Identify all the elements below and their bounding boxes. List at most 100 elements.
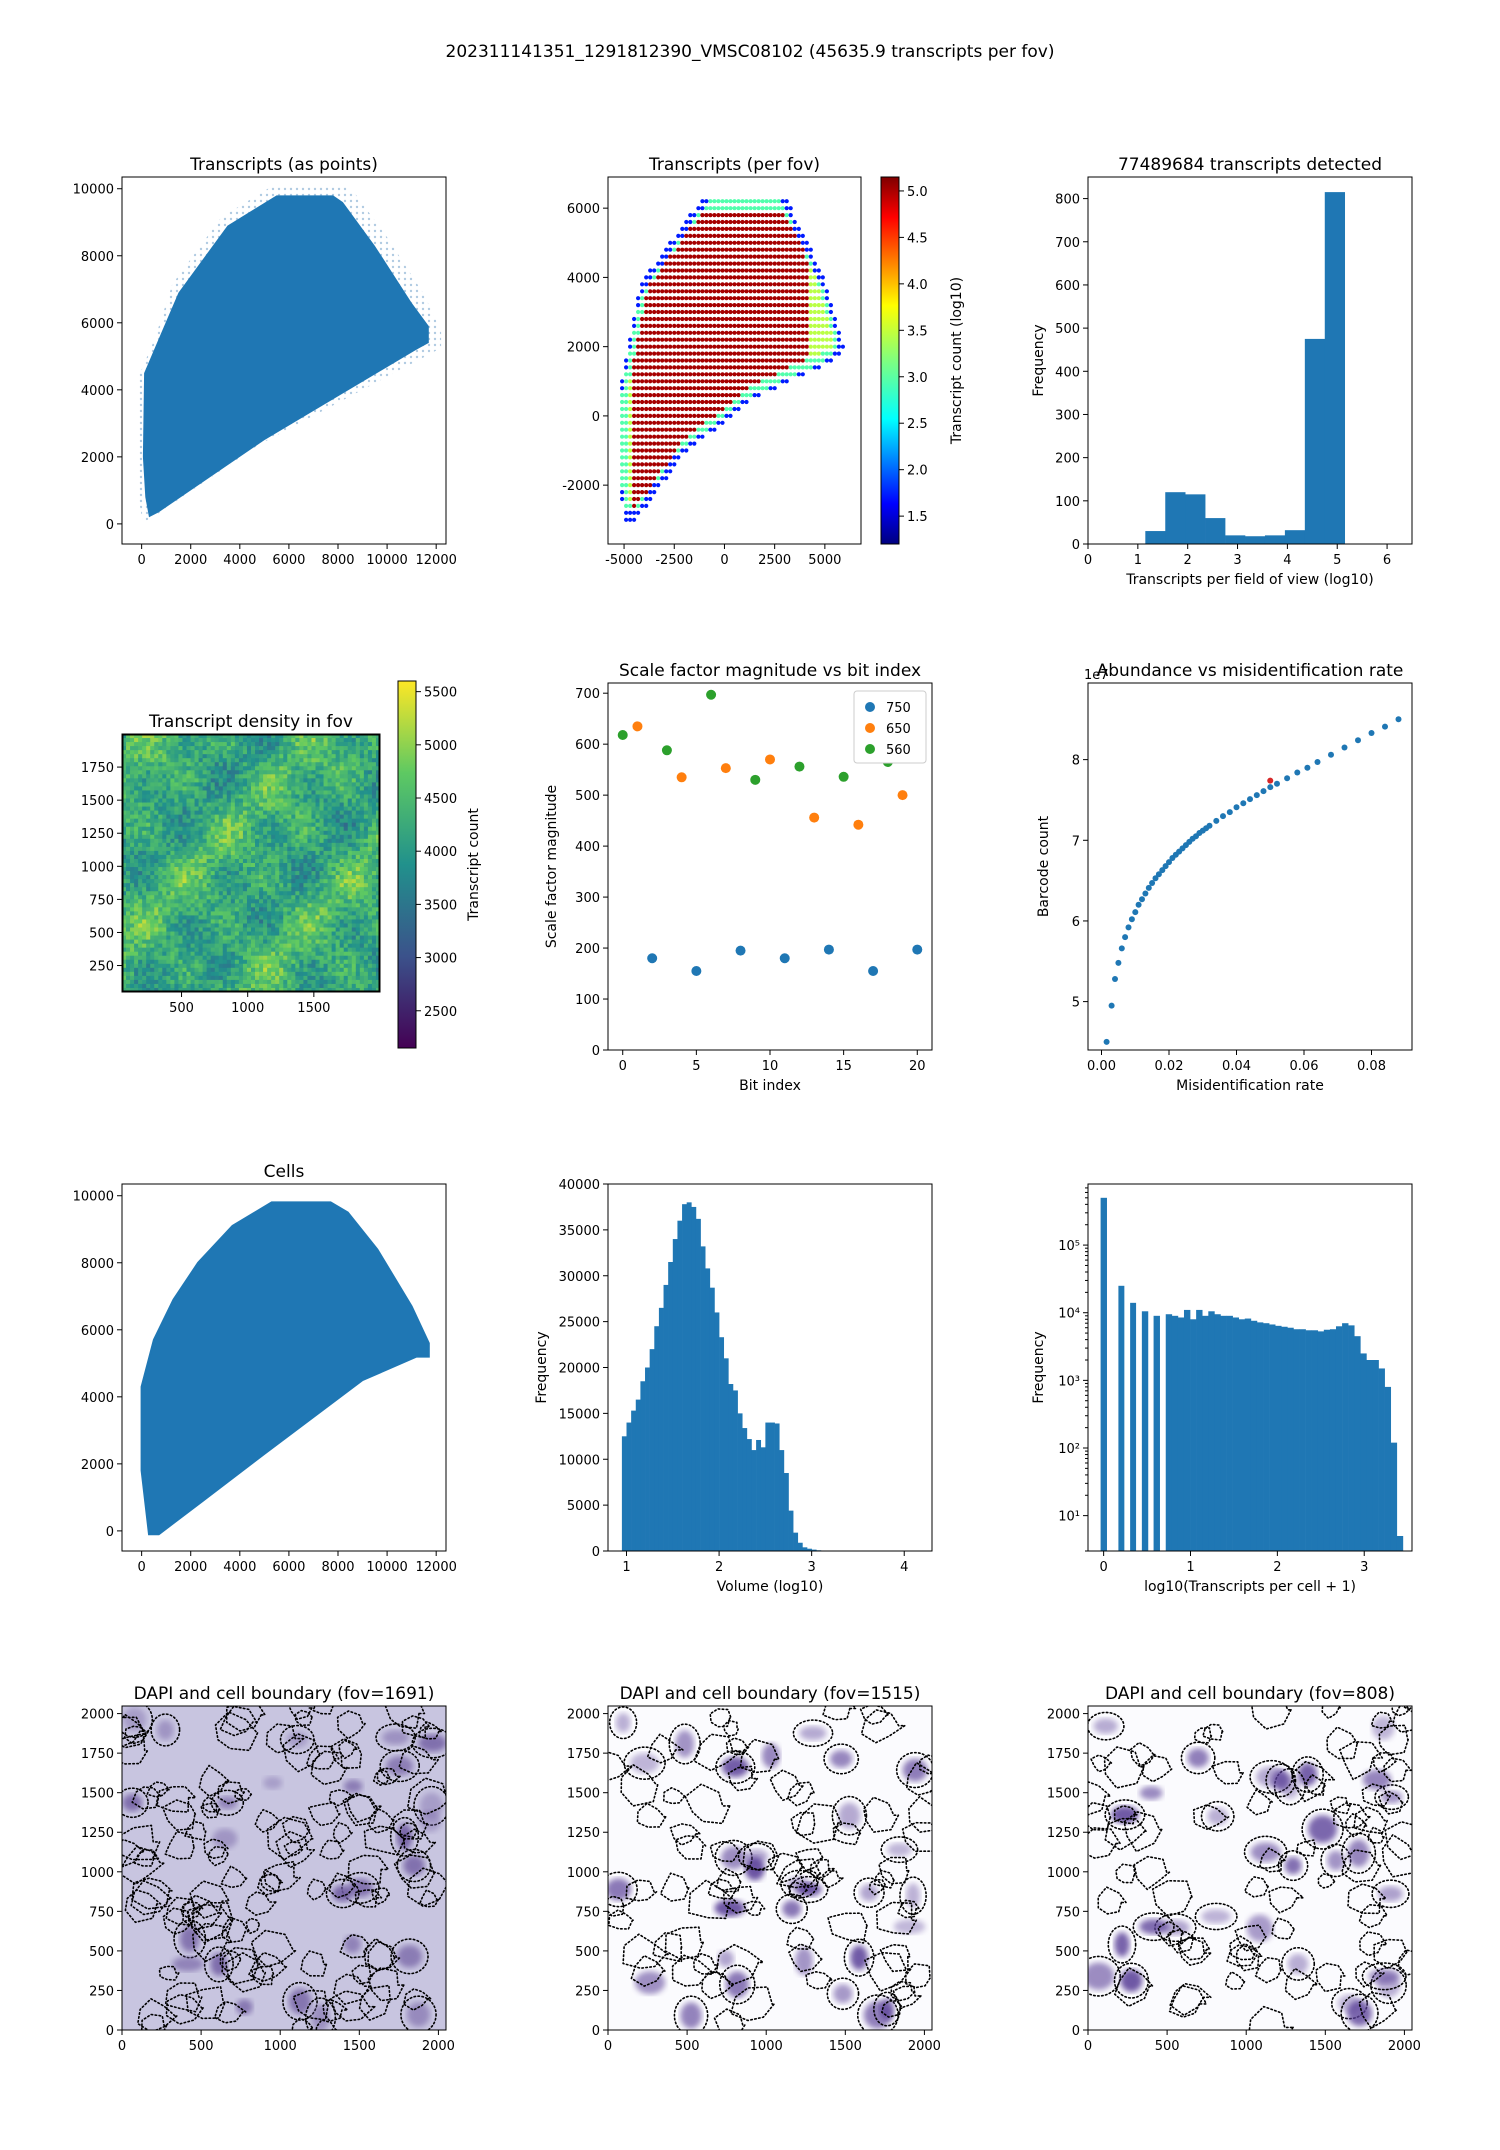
density-cell [238,770,244,775]
density-cell [222,802,228,807]
density-cell [126,967,131,973]
density-cell [182,758,187,763]
density-cell [331,746,337,751]
density-cell [142,935,147,940]
density-cell [303,766,308,771]
density-cell [162,903,167,908]
fov-point [688,365,693,370]
density-cell [174,923,179,928]
density-cell [234,863,240,868]
density-cell [283,754,288,759]
density-cell [186,842,191,848]
fov-point [720,289,725,294]
density-cell [327,822,333,828]
density-cell [202,907,208,912]
density-cell [146,931,151,936]
fov-point [640,282,645,287]
density-cell [150,967,155,973]
fov-point [804,337,809,342]
fov-point [788,247,793,252]
density-cell [238,810,244,816]
fov-point [668,427,673,432]
density-cell [307,778,312,783]
density-cell [134,786,139,791]
density-cell [259,762,264,767]
density-cell [291,891,296,896]
density-cell [186,834,191,840]
density-cell [214,879,220,884]
fov-point [700,206,705,211]
density-cell [158,814,163,820]
density-cell [182,959,187,965]
fov-point [824,358,830,363]
fov-point [784,206,789,211]
density-cell [154,895,159,900]
density-cell [174,879,179,884]
fov-point [784,351,789,356]
density-cell [251,734,256,739]
fov-point [752,337,757,342]
density-cell [194,750,199,755]
density-cell [190,883,195,888]
fov-point [792,337,797,342]
density-cell [162,943,167,949]
fov-point [696,309,701,315]
density-cell [255,770,260,775]
density-cell [174,826,179,832]
fov-point [820,358,825,363]
density-cell [146,806,151,811]
density-cell [122,931,127,936]
density-cell [230,854,236,860]
density-cell [238,919,244,924]
fov-point [808,268,813,273]
density-cell [323,907,328,912]
density-cell [263,927,268,932]
density-cell [202,931,208,936]
density-cell [291,863,296,868]
fov-point [676,406,681,412]
fov-point [760,365,765,370]
density-cell [279,742,284,747]
density-cell [198,963,204,969]
fov-point [780,289,785,294]
density-cell [287,738,292,743]
density-cell [142,834,147,840]
density-cell [267,903,272,908]
density-cell [267,786,272,791]
density-cell [271,842,276,848]
density-cell [202,798,208,803]
fov-point [748,226,753,231]
fov-point [708,358,713,363]
fov-point [688,303,693,308]
fov-point [716,351,721,356]
density-cell [307,987,312,992]
scatter-points [142,195,429,518]
density-cell [210,871,216,876]
fov-point [800,344,805,349]
fov-point [820,337,825,342]
fov-point [620,393,625,398]
density-cell [210,959,216,965]
fov-point [784,240,789,245]
density-cell [138,939,143,945]
panel-title: Transcripts (per fov) [648,155,820,175]
density-cell [198,939,204,945]
density-cell [283,919,288,924]
density-cell [178,919,183,924]
density-cell [283,854,288,860]
density-cell [206,947,212,953]
fov-point [736,247,741,252]
fov-point [796,309,801,315]
fov-point [760,261,765,266]
density-cell [130,774,135,779]
fov-point [672,323,677,328]
density-cell [214,826,220,832]
density-cell [126,879,131,884]
density-cell [182,931,187,936]
density-cell [246,798,252,803]
density-cell [142,899,147,904]
fov-point [760,337,765,342]
density-cell [295,834,300,840]
density-cell [178,830,183,836]
fov-point [688,372,693,377]
